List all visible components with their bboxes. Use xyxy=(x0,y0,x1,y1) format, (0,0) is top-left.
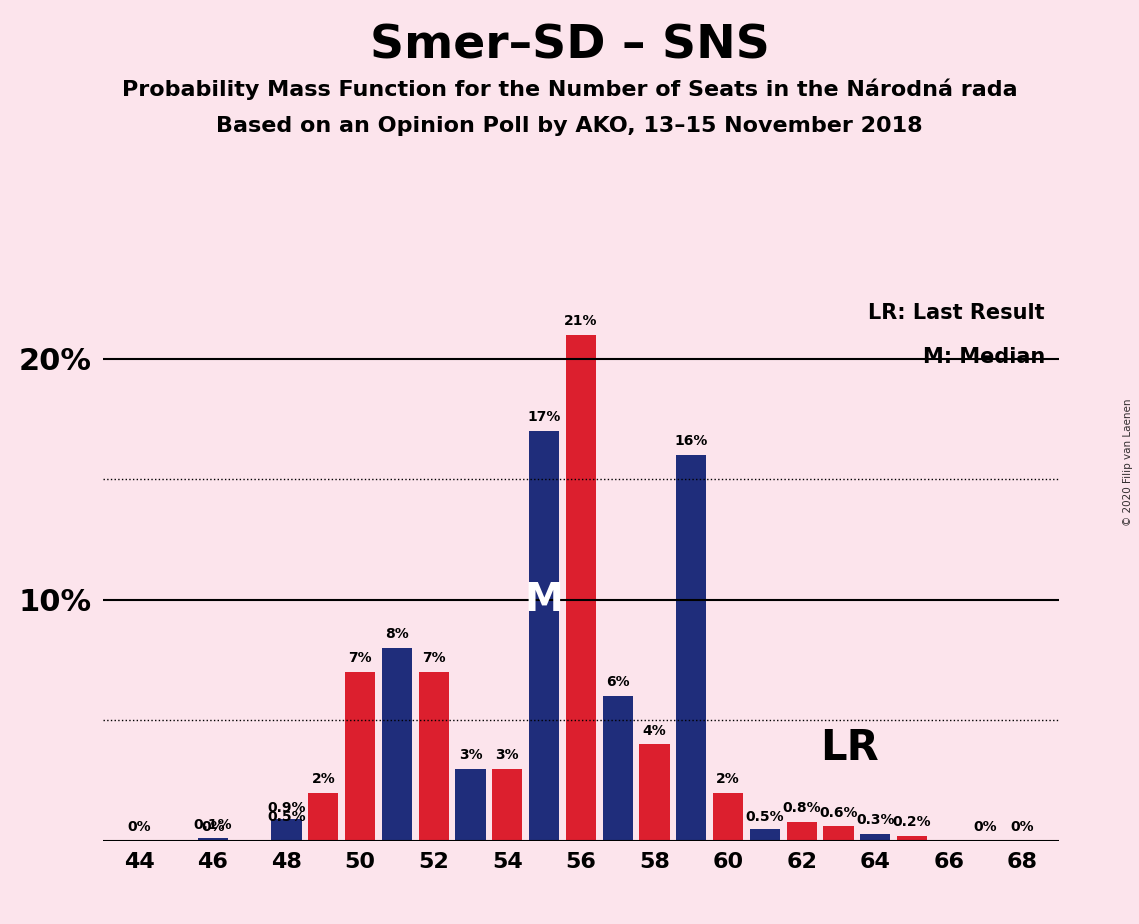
Bar xyxy=(603,696,633,841)
Text: 0%: 0% xyxy=(128,821,151,834)
Bar xyxy=(235,840,264,841)
Bar xyxy=(271,820,302,841)
Text: 0.1%: 0.1% xyxy=(194,818,232,832)
Text: 0%: 0% xyxy=(974,821,998,834)
Bar xyxy=(345,672,375,841)
Bar xyxy=(898,836,927,841)
Bar xyxy=(566,334,596,841)
Text: © 2020 Filip van Laenen: © 2020 Filip van Laenen xyxy=(1123,398,1133,526)
Bar xyxy=(309,793,338,841)
Bar xyxy=(860,833,891,841)
Bar xyxy=(419,672,449,841)
Text: 0%: 0% xyxy=(1010,821,1034,834)
Text: 0.5%: 0.5% xyxy=(268,810,305,824)
Bar xyxy=(823,826,853,841)
Bar xyxy=(970,840,1001,841)
Bar xyxy=(382,648,412,841)
Text: 0.3%: 0.3% xyxy=(857,813,894,827)
Text: LR: Last Result: LR: Last Result xyxy=(868,303,1044,323)
Text: M: M xyxy=(525,581,564,619)
Text: M: Median: M: Median xyxy=(923,347,1044,368)
Text: 0.5%: 0.5% xyxy=(746,810,784,824)
Bar xyxy=(787,821,817,841)
Text: 21%: 21% xyxy=(564,314,598,328)
Bar xyxy=(528,432,559,841)
Text: 0.2%: 0.2% xyxy=(893,815,932,829)
Text: Based on an Opinion Poll by AKO, 13–15 November 2018: Based on an Opinion Poll by AKO, 13–15 N… xyxy=(216,116,923,136)
Text: 7%: 7% xyxy=(349,651,372,665)
Text: 0.8%: 0.8% xyxy=(782,801,821,815)
Bar xyxy=(198,840,228,841)
Text: 3%: 3% xyxy=(495,748,519,761)
Bar xyxy=(898,836,927,841)
Bar xyxy=(1007,840,1038,841)
Text: Probability Mass Function for the Number of Seats in the Národná rada: Probability Mass Function for the Number… xyxy=(122,79,1017,100)
Bar xyxy=(456,769,485,841)
Bar xyxy=(677,456,706,841)
Text: 0%: 0% xyxy=(202,821,224,834)
Text: 0.9%: 0.9% xyxy=(268,801,305,815)
Text: 17%: 17% xyxy=(527,410,560,424)
Text: 6%: 6% xyxy=(606,675,630,689)
Text: 8%: 8% xyxy=(385,627,409,641)
Text: 2%: 2% xyxy=(716,772,740,786)
Text: 0.6%: 0.6% xyxy=(819,806,858,820)
Bar xyxy=(161,840,191,841)
Text: 16%: 16% xyxy=(674,434,708,448)
Text: 7%: 7% xyxy=(421,651,445,665)
Text: LR: LR xyxy=(820,726,879,769)
Text: Smer–SD – SNS: Smer–SD – SNS xyxy=(369,23,770,68)
Text: 3%: 3% xyxy=(459,748,482,761)
Bar xyxy=(639,745,670,841)
Bar xyxy=(749,829,780,841)
Bar xyxy=(198,838,228,841)
Bar xyxy=(492,769,523,841)
Text: 2%: 2% xyxy=(311,772,335,786)
Bar xyxy=(124,840,155,841)
Bar xyxy=(271,829,302,841)
Text: 4%: 4% xyxy=(642,723,666,737)
Bar xyxy=(713,793,743,841)
